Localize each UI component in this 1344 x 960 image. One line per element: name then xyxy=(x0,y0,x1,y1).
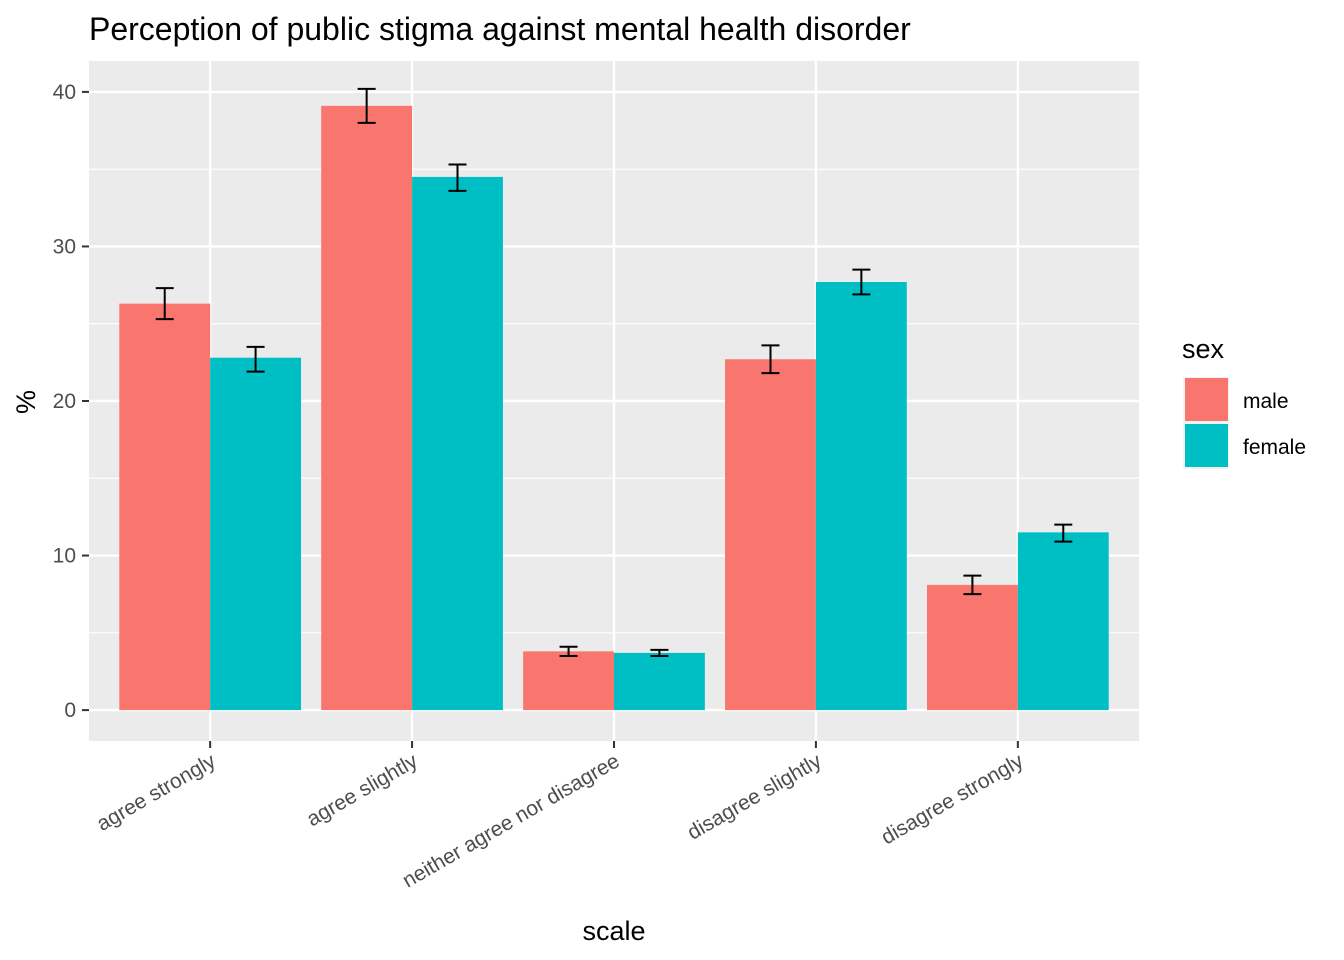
legend-items: male female xyxy=(1183,377,1306,469)
y-tick-label: 10 xyxy=(53,545,76,568)
x-axis-title: scale xyxy=(582,916,645,946)
y-tick-label: 30 xyxy=(53,235,76,258)
y-tick-label: 0 xyxy=(64,699,76,722)
bar-female-2 xyxy=(614,652,705,711)
bar-male-1 xyxy=(321,105,413,711)
y-axis: 0 10 20 30 40 xyxy=(53,81,89,722)
legend-swatch-male xyxy=(1185,378,1228,421)
x-tick-label: agree strongly xyxy=(93,749,220,836)
y-tick-label: 20 xyxy=(53,390,76,413)
bar-female-0 xyxy=(210,357,302,711)
bar-female-3 xyxy=(815,282,907,711)
error-bars xyxy=(155,87,1073,657)
legend: sex male female xyxy=(1182,334,1306,469)
bar-male-2 xyxy=(523,651,614,711)
y-tick-label: 40 xyxy=(53,81,76,104)
x-tick-label: disagree strongly xyxy=(877,749,1027,849)
legend-title: sex xyxy=(1182,334,1225,364)
legend-label-female: female xyxy=(1243,436,1306,459)
bar-female-1 xyxy=(412,176,503,711)
x-tick-label: agree slightly xyxy=(303,749,422,831)
legend-label-male: male xyxy=(1243,390,1289,413)
bar-male-3 xyxy=(725,359,816,711)
x-tick-label: disagree slightly xyxy=(684,749,826,844)
legend-swatch-female xyxy=(1185,424,1228,467)
y-axis-title: % xyxy=(11,390,41,414)
bars xyxy=(119,105,1109,711)
bar-male-4 xyxy=(926,584,1018,711)
bar-female-4 xyxy=(1017,532,1109,711)
x-tick-label: neither agree nor disagree xyxy=(399,749,624,892)
bar-male-0 xyxy=(119,303,211,711)
chart-title: Perception of public stigma against ment… xyxy=(89,11,911,47)
